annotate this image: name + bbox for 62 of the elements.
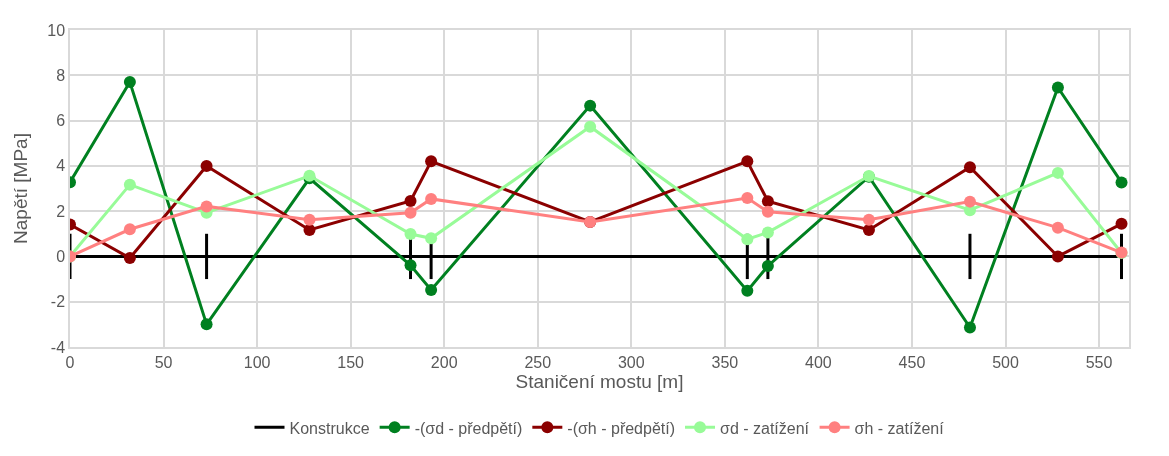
legend-label: Konstrukce — [289, 419, 370, 437]
point — [741, 155, 754, 168]
y-tick-label: 4 — [56, 157, 66, 175]
point — [1051, 81, 1064, 94]
x-axis-title: Staničení mostu [m] — [515, 370, 684, 392]
point — [1051, 221, 1064, 234]
point — [425, 192, 438, 205]
y-axis-title: Napětí [MPa] — [9, 133, 31, 244]
legend-label: -(σh - předpětí) — [567, 419, 676, 437]
y-tick-label: -4 — [50, 338, 66, 356]
legend-label: σd - zatížení — [720, 419, 810, 437]
point — [200, 318, 213, 331]
point — [862, 213, 875, 226]
x-tick-label: 500 — [992, 353, 1019, 371]
point — [404, 194, 417, 207]
point — [425, 232, 438, 245]
x-tick-label: 250 — [524, 353, 552, 371]
point — [123, 178, 136, 191]
point — [425, 155, 438, 168]
point — [1051, 250, 1064, 263]
point — [404, 259, 417, 272]
point — [741, 284, 754, 297]
y-tick-label: 6 — [56, 112, 66, 130]
x-tick-label: 350 — [711, 353, 739, 371]
point — [123, 223, 136, 236]
point — [200, 160, 213, 173]
point — [741, 233, 754, 246]
point — [404, 228, 417, 240]
point — [200, 200, 213, 213]
x-tick-label: 50 — [154, 353, 173, 371]
point — [761, 195, 774, 208]
point — [761, 205, 774, 218]
point — [123, 76, 136, 89]
x-tick-label: 200 — [430, 353, 458, 371]
legend-label: -(σd - předpětí) — [414, 419, 523, 437]
x-tick-label: 150 — [337, 353, 365, 371]
point — [303, 213, 316, 226]
y-tick-label: -2 — [50, 293, 66, 311]
point — [963, 161, 976, 174]
point — [1115, 217, 1128, 230]
point — [963, 195, 976, 208]
y-tick-label: 10 — [47, 21, 66, 39]
x-tick-label: 450 — [898, 353, 926, 371]
legend-label: σh - zatížení — [854, 419, 945, 437]
x-tick-label: 100 — [243, 353, 271, 371]
point — [404, 206, 417, 219]
x-tick-label: 400 — [805, 353, 832, 371]
point — [1051, 166, 1064, 179]
point — [584, 120, 597, 133]
y-tick-label: 8 — [56, 66, 66, 84]
point — [761, 259, 774, 272]
x-tick-label: 550 — [1085, 353, 1113, 371]
point — [584, 99, 597, 112]
y-tick-label: 2 — [56, 202, 66, 220]
point — [1115, 176, 1128, 189]
point — [425, 283, 438, 296]
x-tick-label: 300 — [617, 353, 645, 371]
point — [963, 321, 976, 334]
point — [761, 226, 774, 239]
point — [741, 192, 754, 204]
y-tick-label: 0 — [56, 248, 66, 266]
point — [123, 252, 136, 264]
